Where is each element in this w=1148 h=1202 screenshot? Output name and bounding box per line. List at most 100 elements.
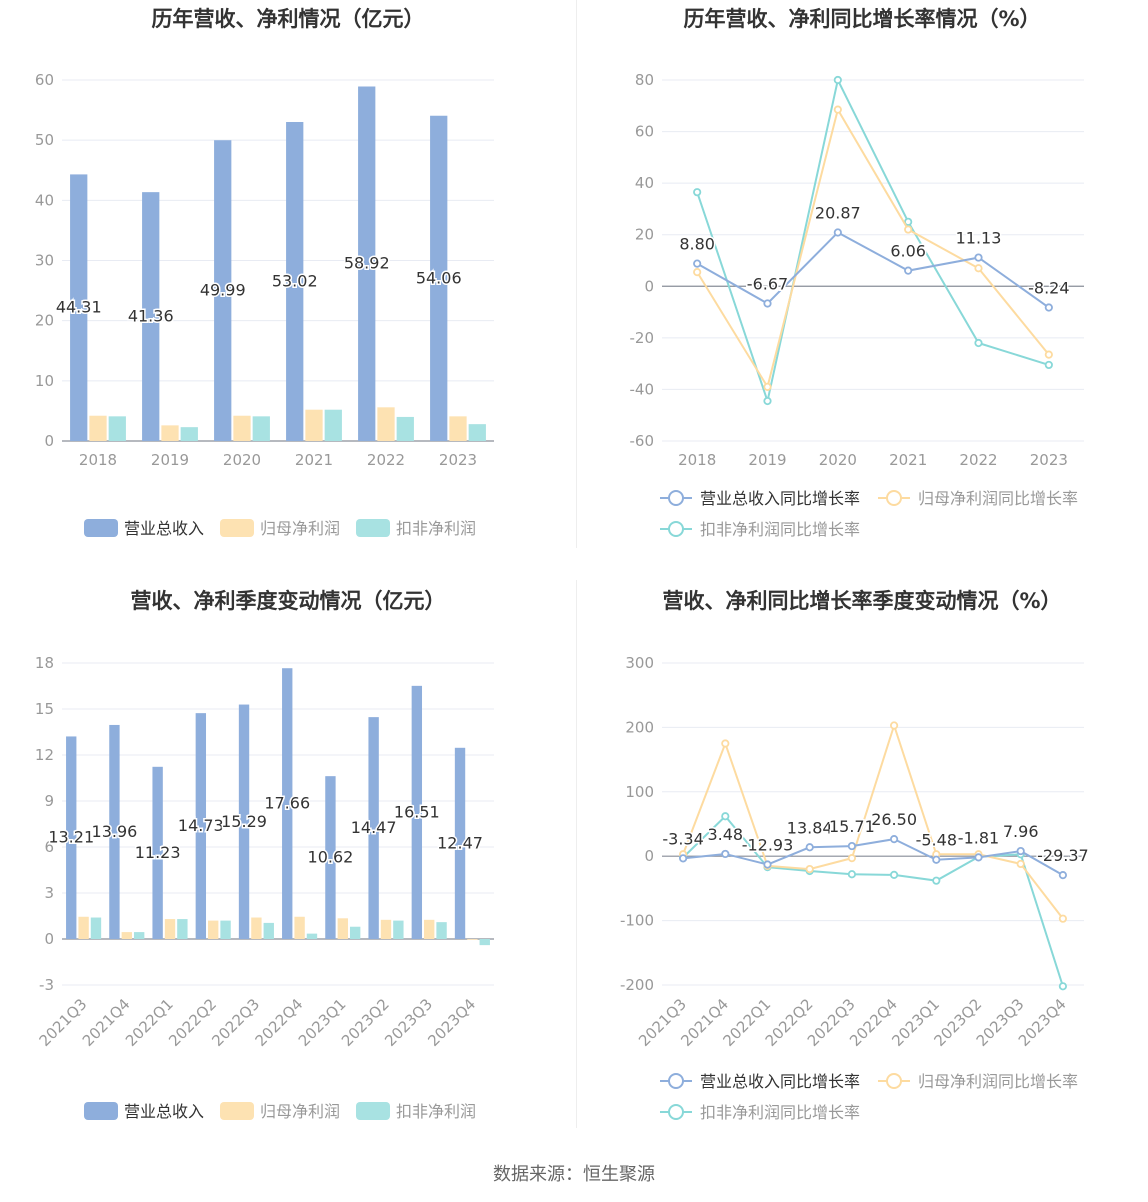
bar bbox=[109, 724, 120, 939]
vertical-divider-top bbox=[576, 0, 577, 548]
data-label: 44.31 bbox=[56, 298, 102, 317]
bar bbox=[90, 917, 102, 939]
legend-item: 营业总收入同比增长率 bbox=[660, 489, 860, 508]
legend-swatch bbox=[220, 1102, 254, 1120]
y-tick-label: 10 bbox=[35, 372, 54, 390]
legend-swatch bbox=[220, 519, 254, 537]
data-label: 6.06 bbox=[890, 242, 926, 261]
data-point bbox=[904, 217, 913, 226]
bar bbox=[251, 917, 262, 939]
data-point bbox=[1058, 914, 1067, 923]
legend-label: 归母净利润同比增长率 bbox=[918, 1072, 1078, 1091]
y-tick-label: 0 bbox=[644, 277, 654, 295]
legend-swatch bbox=[356, 519, 390, 537]
bar bbox=[263, 922, 274, 939]
y-tick-label: -200 bbox=[620, 976, 654, 994]
y-tick-label: -3 bbox=[39, 976, 54, 994]
data-label: 3.48 bbox=[707, 825, 743, 844]
bar bbox=[238, 704, 250, 939]
data-point bbox=[1058, 982, 1067, 991]
series-line bbox=[682, 814, 1064, 987]
quarterly-growth-rate-chart: 营收、净利同比增长率季度变动情况（%） -200 -100 0 100 200 300 -3.… bbox=[576, 580, 1148, 1140]
data-point bbox=[693, 188, 702, 197]
y-tick-label: 9 bbox=[44, 792, 54, 810]
data-label: -3.34 bbox=[662, 829, 703, 848]
legend-marker bbox=[668, 1104, 684, 1120]
data-point bbox=[932, 876, 941, 885]
y-tick-label: -100 bbox=[620, 912, 654, 930]
y-tick-label: 40 bbox=[635, 174, 654, 192]
y-tick-label: 300 bbox=[625, 654, 654, 672]
legend-item: 归母净利润同比增长率 bbox=[878, 489, 1078, 508]
data-label: 26.50 bbox=[871, 810, 917, 829]
y-tick-label: 60 bbox=[35, 71, 54, 89]
bar bbox=[306, 933, 318, 939]
data-label: -12.93 bbox=[742, 836, 794, 855]
data-point bbox=[763, 860, 772, 869]
legend-item: 归母净利润同比增长率 bbox=[878, 1072, 1078, 1091]
y-tick-label: -40 bbox=[630, 380, 655, 398]
data-label: 16.51 bbox=[394, 802, 440, 821]
y-tick-label: 30 bbox=[35, 252, 54, 270]
legend-item: 扣非净利润同比增长率 bbox=[660, 1103, 860, 1122]
y-tick-label: 0 bbox=[44, 432, 54, 450]
legend-label: 扣非净利润同比增长率 bbox=[700, 1103, 860, 1122]
y-tick-label: 20 bbox=[35, 312, 54, 330]
data-point bbox=[833, 228, 842, 237]
bar bbox=[142, 192, 160, 441]
data-label: -29.37 bbox=[1037, 846, 1089, 865]
bar bbox=[78, 916, 89, 939]
x-tick-label: 2021 bbox=[295, 451, 333, 469]
bar bbox=[424, 919, 435, 939]
y-tick-label: 80 bbox=[635, 71, 654, 89]
data-point bbox=[1044, 350, 1053, 359]
bar bbox=[337, 918, 348, 939]
bar bbox=[252, 416, 270, 441]
legend-item: 归母净利润 bbox=[220, 519, 340, 538]
data-point bbox=[721, 812, 730, 821]
y-tick-label: 6 bbox=[44, 838, 54, 856]
data-point bbox=[721, 739, 730, 748]
x-tick-label: 2018 bbox=[678, 451, 716, 469]
data-point bbox=[833, 75, 842, 85]
data-label: -1.81 bbox=[958, 828, 999, 847]
bar bbox=[467, 939, 478, 940]
legend-marker bbox=[668, 1073, 684, 1089]
data-point bbox=[1058, 871, 1067, 880]
bar bbox=[233, 415, 251, 441]
data-point bbox=[805, 864, 814, 874]
bar bbox=[133, 932, 145, 939]
bar bbox=[349, 926, 361, 939]
bar bbox=[368, 717, 379, 939]
legend-item: 扣非净利润同比增长率 bbox=[660, 520, 860, 539]
series-line bbox=[682, 722, 1064, 920]
legend-label: 营业总收入 bbox=[124, 519, 204, 538]
legend-item: 扣非净利润 bbox=[356, 1102, 476, 1121]
x-tick-label: 2022 bbox=[959, 451, 997, 469]
legend-marker bbox=[886, 1073, 902, 1089]
data-label: 49.99 bbox=[200, 281, 246, 300]
x-tick-label: 2023 bbox=[439, 451, 477, 469]
data-point bbox=[974, 264, 983, 273]
data-label: 11.23 bbox=[135, 843, 181, 862]
legend-label: 营业总收入同比增长率 bbox=[700, 1072, 860, 1091]
legend-item: 营业总收入 bbox=[84, 1102, 204, 1121]
data-point bbox=[721, 849, 730, 859]
bar bbox=[377, 407, 395, 441]
bar bbox=[180, 427, 198, 441]
legend-swatch bbox=[84, 519, 118, 537]
data-point bbox=[679, 854, 688, 863]
chart-title: 营收、净利同比增长率季度变动情况（%） bbox=[662, 589, 1061, 613]
data-label: 54.06 bbox=[416, 268, 462, 287]
data-point bbox=[805, 843, 814, 852]
data-point bbox=[1044, 303, 1053, 312]
legend-item: 扣非净利润 bbox=[356, 519, 476, 538]
x-tick-label: 2023 bbox=[1030, 451, 1068, 469]
bar bbox=[195, 713, 207, 939]
data-label: -8.24 bbox=[1028, 279, 1069, 298]
legend-label: 扣非净利润同比增长率 bbox=[700, 520, 860, 539]
y-tick-label: 50 bbox=[35, 131, 54, 149]
series-line bbox=[682, 838, 1064, 876]
data-point bbox=[1044, 360, 1053, 370]
data-label: 13.21 bbox=[48, 828, 94, 847]
